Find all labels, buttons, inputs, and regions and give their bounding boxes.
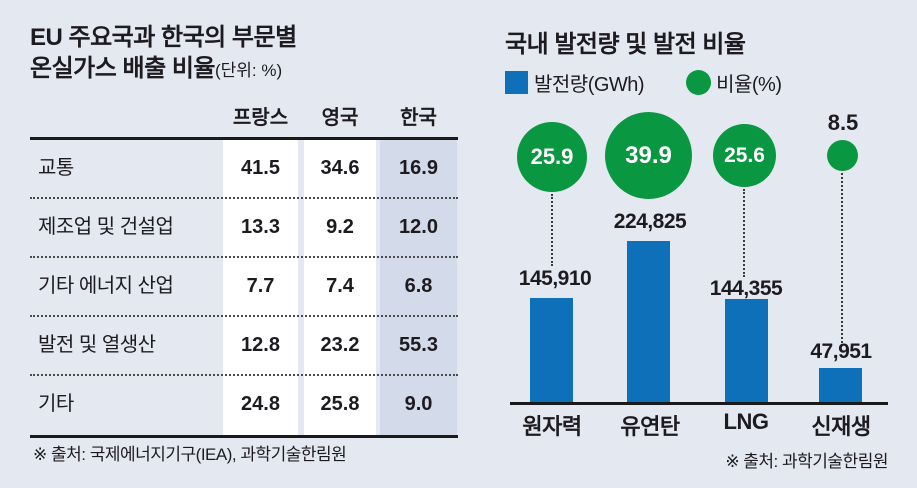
bar-lng (725, 299, 768, 403)
cell-value: 7.7 (246, 275, 275, 297)
table-row: 교통 41.5 34.6 16.9 (30, 140, 458, 199)
table-row: 제조업 및 건설업 13.3 9.2 12.0 (30, 199, 458, 258)
row-label: 교통 (38, 157, 74, 179)
cell-value: 34.6 (320, 157, 360, 179)
cell-value: 55.3 (399, 334, 438, 356)
cell-value: 12.8 (241, 334, 280, 356)
share-legend-label: 비율(%) (716, 74, 782, 96)
row-label: 기타 에너지 산업 (38, 275, 174, 297)
left-title-line2: 온실가스 배출 비율 (30, 55, 215, 82)
x-axis-line (510, 402, 888, 405)
france-column-stripe (223, 140, 298, 435)
dotted-connector-nuclear (551, 194, 553, 266)
column-header-uk: 영국 (321, 107, 359, 129)
bar-renewable (819, 368, 862, 403)
generation-value-lng: 144,355 (709, 277, 783, 300)
cell-value: 41.5 (241, 157, 280, 179)
share-bubble-coal: 39.9 (605, 112, 692, 199)
table-row: 기타 24.8 25.8 9.0 (30, 376, 458, 435)
left-title-line1: EU 주요국과 한국의 부문별 (30, 24, 297, 51)
right-panel-title: 국내 발전량 및 발전 비율 (505, 31, 746, 58)
row-label: 발전 및 열생산 (38, 334, 156, 356)
generation-chart-panel: 국내 발전량 및 발전 비율 발전량(GWh) 비율(%) 25.9 39.9 … (505, 0, 917, 488)
share-bubble-renewable (827, 140, 858, 171)
dotted-connector-renewable (841, 173, 843, 343)
left-title-unit: (단위: %) (214, 61, 283, 80)
bar-plot-area (505, 0, 905, 403)
cell-value: 16.9 (399, 157, 438, 179)
cell-value: 6.8 (404, 275, 433, 297)
share-legend-circle-icon (686, 70, 712, 95)
column-header-korea: 한국 (400, 107, 437, 129)
uk-column-stripe (304, 140, 376, 435)
generation-legend-label: 발전량(GWh) (534, 74, 645, 96)
emissions-table: 프랑스 영국 한국 교통 41.5 34.6 16.9 제조업 및 건설업 13… (30, 96, 458, 438)
cell-value: 13.3 (241, 216, 280, 238)
cell-value: 24.8 (241, 393, 280, 415)
table-header-row: 프랑스 영국 한국 (30, 96, 458, 140)
generation-value-renewable: 47,951 (810, 340, 872, 363)
cell-value: 9.0 (404, 393, 433, 415)
right-source-note: ※ 출처: 과학기술한림원 (725, 452, 888, 471)
generation-value-nuclear: 145,910 (518, 267, 592, 290)
generation-value-coal: 224,825 (613, 210, 687, 233)
category-label-lng: LNG (723, 409, 769, 434)
chart-legend: 발전량(GWh) 비율(%) (505, 68, 782, 97)
bar-nuclear (530, 298, 573, 403)
table-row: 기타 에너지 산업 7.7 7.4 6.8 (30, 258, 458, 317)
cell-value: 12.0 (399, 216, 438, 238)
row-label: 기타 (38, 393, 74, 415)
dotted-connector-lng (743, 189, 745, 277)
cell-value: 25.8 (320, 393, 360, 415)
category-label-nuclear: 원자력 (522, 414, 582, 439)
share-bubble-lng: 25.6 (713, 124, 776, 187)
share-value-renewable: 8.5 (827, 110, 859, 135)
left-panel-title: EU 주요국과 한국의 부문별 온실가스 배출 비율(단위: %) (30, 22, 297, 86)
share-bubble-nuclear: 25.9 (517, 122, 587, 192)
bar-coal (627, 241, 670, 403)
category-label-renewable: 신재생 (811, 414, 871, 439)
category-label-coal: 유연탄 (620, 414, 680, 439)
generation-legend-square-icon (505, 71, 528, 94)
left-source-note: ※ 출처: 국제에너지기구(IEA), 과학기술한림원 (33, 445, 347, 464)
cell-value: 7.4 (326, 275, 354, 297)
cell-value: 23.2 (320, 334, 360, 356)
cell-value: 9.2 (326, 216, 354, 238)
table-row: 발전 및 열생산 12.8 23.2 55.3 (30, 317, 458, 376)
korea-column-stripe (380, 140, 457, 435)
table-body: 교통 41.5 34.6 16.9 제조업 및 건설업 13.3 9.2 12.… (30, 140, 458, 438)
column-header-france: 프랑스 (232, 107, 289, 129)
row-label: 제조업 및 건설업 (38, 216, 174, 238)
